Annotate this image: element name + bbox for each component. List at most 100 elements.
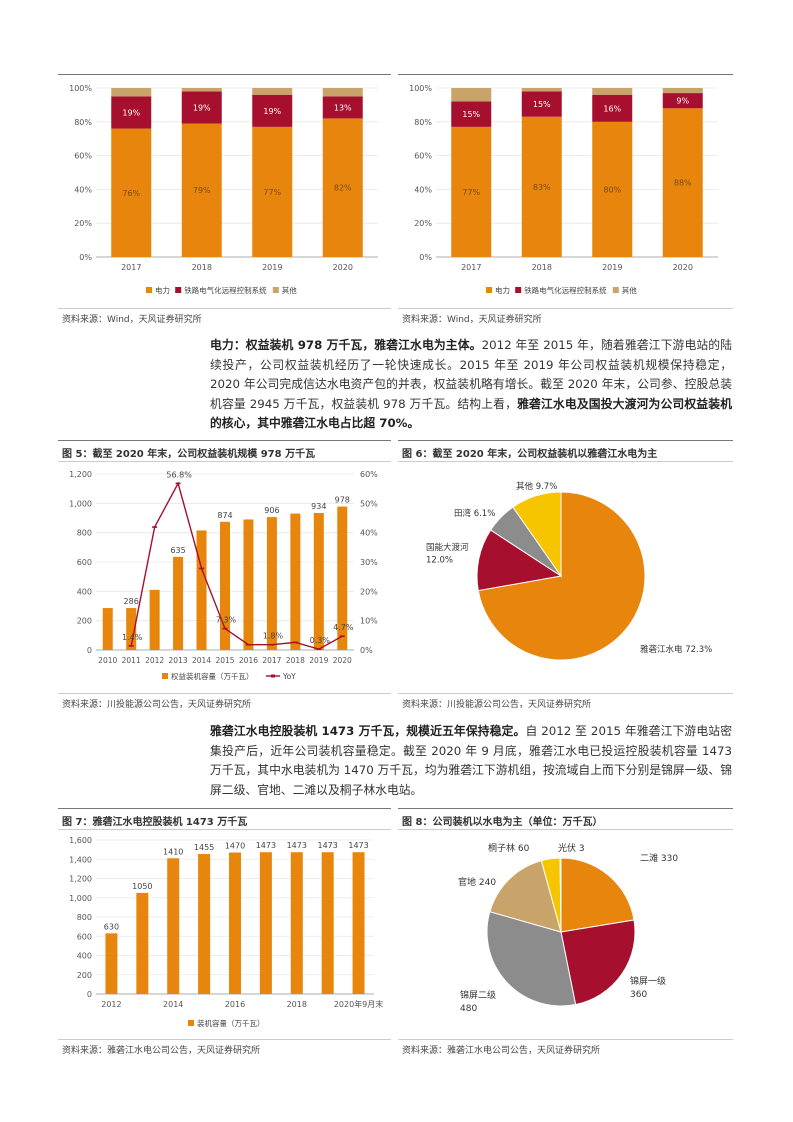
fig8-slice-锦屏二级 xyxy=(486,911,577,1007)
top-right-data-label: 9% xyxy=(676,97,689,106)
top-left-legend-swatch xyxy=(272,287,279,293)
top-left-bar-铁路电气化远程控制系统 xyxy=(111,96,152,129)
fig7-xtick-label: 2020年9月末 xyxy=(334,999,383,1009)
top-right-stacked-bar-chart: 0% 20% 40% 60% 80% 100% 77% 15% 2017 83% 15% 2018 80… xyxy=(409,84,718,295)
top-left-legend-label: 电力 xyxy=(155,285,170,295)
fig7-bar xyxy=(290,852,303,994)
fig5-bar xyxy=(149,589,160,650)
fig8-slice-锦屏一级 xyxy=(560,919,636,1006)
fig5-bar-label: 906 xyxy=(264,506,279,515)
fig7-title-rule xyxy=(58,829,391,830)
top-right-legend-label: 其他 xyxy=(622,285,637,295)
fig5-ytick-left: 400 xyxy=(77,587,92,596)
top-right-xtick-label: 2018 xyxy=(532,263,552,272)
fig5-xtick-label: 2010 xyxy=(98,656,117,665)
fig8-slice-label-name: 锦屏一级 xyxy=(630,975,666,987)
top-right-ytick-label: 80% xyxy=(414,118,432,127)
fig7-bar-label: 1473 xyxy=(287,841,307,850)
fig7-bar xyxy=(259,852,272,994)
fig5-ytick-right: 30% xyxy=(360,558,378,567)
top-left-bar-其他 xyxy=(181,88,222,92)
para1-text: 2012 年至 2015 年，随着雅砻江下游电站的陆续投产，公司权益装机经历了一… xyxy=(210,338,733,411)
fig7-bar xyxy=(167,858,180,994)
top-right-bar-铁路电气化远程控制系统 xyxy=(592,94,633,122)
fig5-xtick-label: 2016 xyxy=(239,656,258,665)
fig5-bar-label: 874 xyxy=(217,511,232,520)
para2-text: 自 2012 至 2015 年雅砻江下游电站密集投产后，近年公司装机容量稳定。截… xyxy=(210,724,732,797)
top-right-bar-其他 xyxy=(451,88,492,102)
fig7-xtick-label: 2012 xyxy=(101,1000,121,1009)
top-left-bar-铁路电气化远程控制系统 xyxy=(322,96,363,119)
top-right-legend-label: 铁路电气化远程控制系统 xyxy=(524,285,607,295)
top-right-ytick-label: 40% xyxy=(414,185,432,194)
fig7-label: 图 7： xyxy=(62,817,93,828)
fig5-yoy-label: 56.8% xyxy=(166,470,192,479)
fig6-slice-其他 xyxy=(512,491,562,578)
fig7-legend-swatch xyxy=(188,1020,194,1026)
top-left-xtick-label: 2017 xyxy=(121,263,141,272)
top-left-bar-电力 xyxy=(252,126,293,257)
fig5-xtick-label: 2015 xyxy=(215,656,234,665)
fig5-ytick-left: 200 xyxy=(77,617,92,626)
fig7-xtick-label: 2016 xyxy=(225,1000,245,1009)
fig7-ytick-label: 800 xyxy=(77,913,92,922)
fig7-top-rule xyxy=(58,808,391,809)
top-left-legend-swatch xyxy=(146,287,152,293)
fig7-bar xyxy=(105,933,118,994)
fig5-bar-label: 934 xyxy=(311,502,326,511)
top-right-bar-其他 xyxy=(521,88,562,92)
fig8-slice-官地 xyxy=(489,860,562,933)
top-left-legend-label: 铁路电气化远程控制系统 xyxy=(184,285,267,295)
para1-bold-lead: 电力：权益装机 978 万千瓦，雅砻江水电为主体。 xyxy=(210,338,482,352)
fig7-bar-label: 1455 xyxy=(194,843,214,852)
top-left-ytick-label: 0% xyxy=(79,253,92,262)
top-left-bar-其他 xyxy=(111,88,152,97)
top-left-data-label: 19% xyxy=(122,109,140,118)
fig8-slice-label: 官地 240 xyxy=(458,876,496,888)
fig5-xtick-label: 2012 xyxy=(145,656,164,665)
top-right-xtick-label: 2017 xyxy=(461,263,481,272)
fig5-bar xyxy=(266,517,277,650)
top-left-data-label: 19% xyxy=(193,103,211,112)
fig5-yoy-label: 1.4% xyxy=(122,633,143,642)
fig5-ytick-right: 20% xyxy=(360,587,378,596)
fig8-slice-label: 二滩 330 xyxy=(640,852,678,864)
paragraph-yalong-capacity: 雅砻江水电控股装机 1473 万千瓦，规模近五年保持稳定。自 2012 至 20… xyxy=(210,722,732,800)
top-right-bar-电力 xyxy=(451,126,492,257)
fig5-bar xyxy=(173,556,184,650)
fig7-bar xyxy=(136,892,149,994)
fig5-ytick-right: 40% xyxy=(360,529,378,538)
fig7-bar xyxy=(321,852,334,994)
fig5-bar xyxy=(220,521,230,650)
top-right-bar-铁路电气化远程控制系统 xyxy=(451,101,492,127)
fig5-xtick-label: 2019 xyxy=(309,656,328,665)
fig7-ytick-label: 1,600 xyxy=(69,836,92,845)
fig5-ytick-left: 1,200 xyxy=(69,470,92,479)
fig5-source: 资料来源：川投能源公司公告，天风证券研究所 xyxy=(62,700,252,710)
fig6-title-rule xyxy=(398,461,733,462)
top-left-bar-其他 xyxy=(252,88,293,95)
fig5-ytick-right: 60% xyxy=(360,470,378,479)
top-right-data-label: 88% xyxy=(674,179,692,188)
top-right-xtick-label: 2019 xyxy=(602,263,622,272)
fig5-ytick-right: 0% xyxy=(360,646,373,655)
fig7-bottom-rule xyxy=(58,1039,391,1040)
fig5-bar xyxy=(196,530,207,650)
fig7-bar-label: 1410 xyxy=(163,847,183,856)
top-left-legend-label: 其他 xyxy=(282,285,297,295)
top-right-xtick-label: 2020 xyxy=(673,263,693,272)
top-left-data-label: 77% xyxy=(263,188,281,197)
fig7-bar-chart: 0 200 400 600 800 1,000 1,200 1,400 1,600 630 2012… xyxy=(69,836,383,1028)
top-right-bottom-rule xyxy=(398,308,733,309)
fig6-slice-label: 田湾 6.1% xyxy=(454,508,495,519)
fig6-slice-label: 雅砻江水电 72.3% xyxy=(640,644,712,655)
fig5-legend-label-bar: 权益装机容量（万千瓦） xyxy=(171,671,254,681)
fig5-bar xyxy=(102,608,113,650)
paragraph-equity-capacity: 电力：权益装机 978 万千瓦，雅砻江水电为主体。2012 年至 2015 年，… xyxy=(210,336,732,434)
top-right-bar-铁路电气化远程控制系统 xyxy=(662,93,703,109)
top-right-data-label: 80% xyxy=(603,185,621,194)
fig5-xtick-label: 2018 xyxy=(286,656,305,665)
fig5-yoy-label: 1.8% xyxy=(263,632,284,641)
top-left-data-label: 82% xyxy=(334,184,352,193)
fig6-slice-label: 其他 9.7% xyxy=(516,481,557,492)
